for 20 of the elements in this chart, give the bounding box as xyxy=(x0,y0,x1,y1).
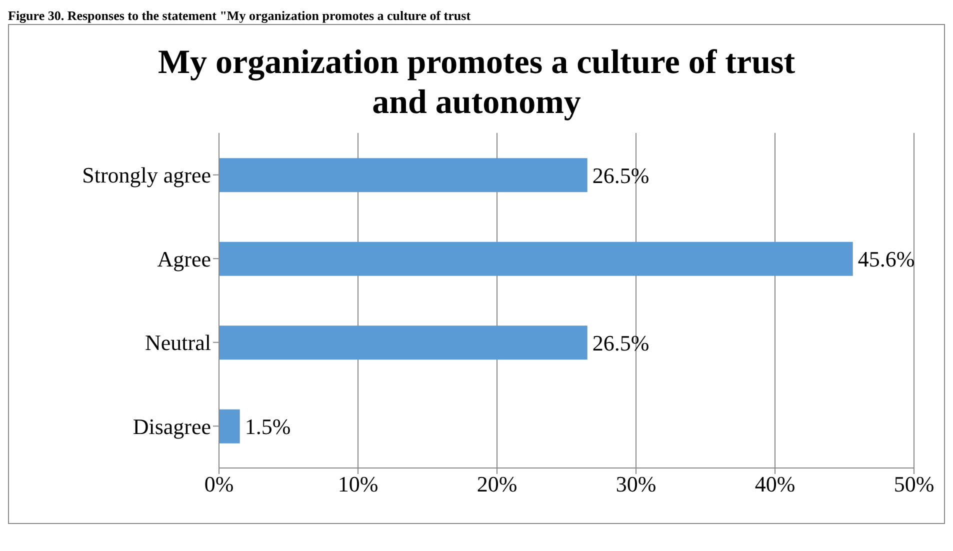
x-tick-label: 50% xyxy=(894,472,934,497)
y-tick-label: Agree xyxy=(157,246,211,272)
x-tick-label: 30% xyxy=(616,472,656,497)
bar xyxy=(219,242,853,276)
bar xyxy=(219,326,588,360)
bar xyxy=(219,158,588,192)
x-tick-label: 10% xyxy=(338,472,378,497)
data-label: 26.5% xyxy=(592,330,650,356)
data-label: 26.5% xyxy=(592,162,650,188)
x-tick-label: 40% xyxy=(754,472,796,497)
data-label: 1.5% xyxy=(244,414,291,440)
x-tick-label: 0% xyxy=(204,472,234,497)
y-tick-label: Strongly agree xyxy=(82,162,211,188)
y-tick-label: Disagree xyxy=(132,414,211,439)
caption: Figure 30. Responses to the statement "My organization promotes a culture of trust xyxy=(8,8,472,24)
x-tick-label: 20% xyxy=(476,472,518,497)
y-tick-label: Neutral xyxy=(145,330,211,356)
chart-title: My organization promotes a culture of trust and autonomy xyxy=(156,43,796,123)
bar xyxy=(219,409,240,444)
data-label: 45.6% xyxy=(858,246,915,272)
